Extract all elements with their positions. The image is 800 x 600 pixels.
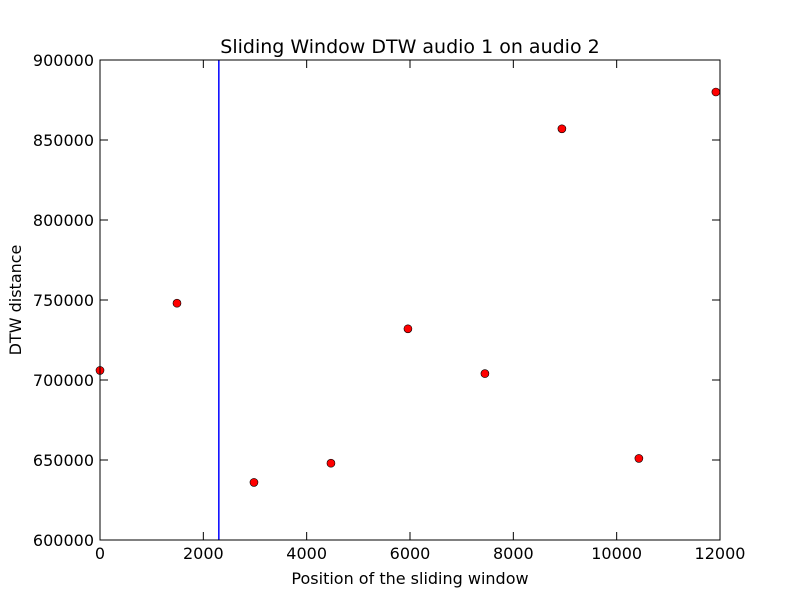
x-tick-label: 8000 [493, 544, 534, 563]
data-point-8 [711, 87, 721, 97]
plot-frame [99, 59, 721, 541]
y-tick-label: 900000 [33, 51, 94, 70]
x-tick-label: 0 [95, 544, 105, 563]
data-point-4 [403, 324, 413, 334]
y-tick-label: 800000 [33, 211, 94, 230]
y-tick-label: 650000 [33, 451, 94, 470]
y-tick-label: 850000 [33, 131, 94, 150]
x-tick-label: 4000 [286, 544, 327, 563]
x-tick-label: 10000 [591, 544, 642, 563]
plot-area: 0 2000 4000 6000 8000 10000 12000 600000 650000 7… [33, 51, 746, 563]
y-tick-label: 700000 [33, 371, 94, 390]
x-tick-label: 6000 [390, 544, 431, 563]
x-tick-label: 12000 [695, 544, 746, 563]
data-point-5 [480, 369, 490, 378]
chart-title: Sliding Window DTW audio 1 on audio 2 [220, 36, 599, 58]
x-tick-label: 2000 [183, 544, 224, 563]
y-axis-label: DTW distance [6, 245, 25, 356]
data-point-2 [249, 478, 259, 487]
data-point-3 [326, 458, 336, 468]
y-tick-label: 600000 [33, 531, 94, 550]
x-axis-label: Position of the sliding window [291, 569, 528, 588]
data-point-7 [634, 454, 644, 463]
data-point-6 [557, 124, 567, 134]
y-tick-label: 750000 [33, 291, 94, 310]
data-point-1 [172, 298, 182, 308]
